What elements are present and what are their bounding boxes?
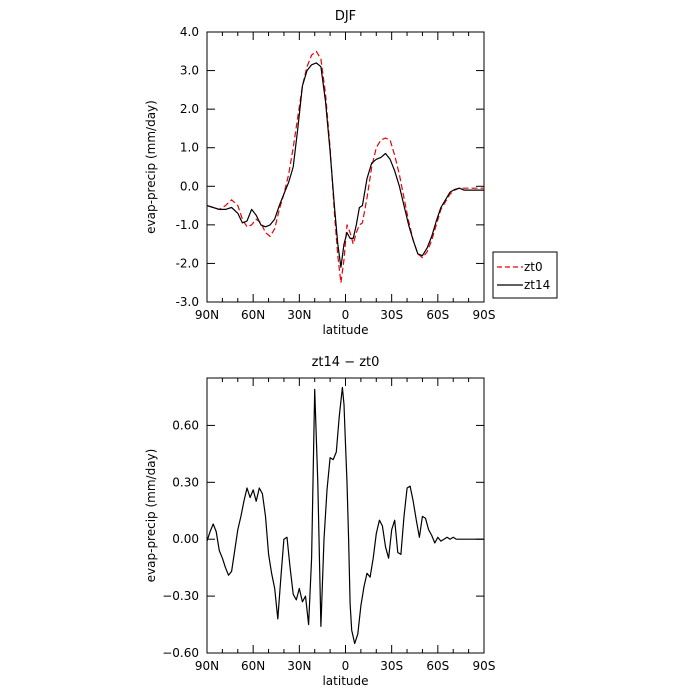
plot-frame bbox=[206, 31, 485, 303]
y-axis-label: evap-precip (mm/day) bbox=[144, 449, 158, 583]
x-tick-label: 60N bbox=[241, 308, 265, 322]
legend-label: zt0 bbox=[524, 260, 543, 274]
plot-frame bbox=[206, 377, 485, 654]
legend-box bbox=[492, 251, 558, 299]
y-tick-label: −0.60 bbox=[162, 646, 199, 660]
y-tick-label: 0.0 bbox=[180, 179, 199, 193]
y-tick-label: −0.30 bbox=[162, 589, 199, 603]
legend: zt0 zt14 bbox=[492, 251, 558, 299]
x-tick-label: 0 bbox=[342, 308, 350, 322]
x-tick-label: 0 bbox=[342, 659, 350, 673]
x-tick-label: 30S bbox=[380, 659, 403, 673]
x-tick-label: 30N bbox=[287, 308, 311, 322]
x-tick-label: 60N bbox=[241, 659, 265, 673]
y-tick-label: 3.0 bbox=[180, 64, 199, 78]
top-panel: DJF 90N 60N 30N 0 30S 60S 90S -3.0 -2.0 -1.0 0.0 1.0… bbox=[144, 9, 558, 337]
x-tick-label: 90S bbox=[473, 659, 496, 673]
y-tick-label: -2.0 bbox=[176, 256, 199, 270]
y-tick-label: -1.0 bbox=[176, 218, 199, 232]
x-axis-label: latitude bbox=[322, 323, 368, 337]
y-tick-label: 0.00 bbox=[172, 532, 199, 546]
chart-title: zt14 − zt0 bbox=[312, 355, 380, 370]
y-tick-label: 1.0 bbox=[180, 141, 199, 155]
series-line-zt14 bbox=[206, 62, 484, 268]
chart-title: DJF bbox=[335, 9, 356, 24]
series-line-zt0 bbox=[206, 50, 484, 284]
x-tick-label: 90S bbox=[473, 308, 496, 322]
x-tick-label: 30S bbox=[380, 308, 403, 322]
x-tick-label: 90N bbox=[195, 308, 219, 322]
legend-label: zt14 bbox=[524, 278, 550, 292]
y-tick-label: 2.0 bbox=[180, 102, 199, 116]
y-tick-label: 0.60 bbox=[172, 418, 199, 432]
x-tick-label: 60S bbox=[426, 308, 449, 322]
y-tick-label: 4.0 bbox=[180, 25, 199, 39]
x-tick-label: 30N bbox=[287, 659, 311, 673]
bottom-panel: zt14 − zt0 90N 60N 30N 0 30S 60S 90S −0.60 −0.30 0… bbox=[144, 355, 495, 688]
y-tick-label: 0.30 bbox=[172, 475, 199, 489]
x-tick-label: 60S bbox=[426, 659, 449, 673]
series-line-difference bbox=[206, 386, 484, 645]
x-axis-label: latitude bbox=[322, 674, 368, 688]
y-axis-label: evap-precip (mm/day) bbox=[144, 100, 158, 234]
x-tick-label: 90N bbox=[195, 659, 219, 673]
y-tick-label: -3.0 bbox=[176, 295, 199, 309]
